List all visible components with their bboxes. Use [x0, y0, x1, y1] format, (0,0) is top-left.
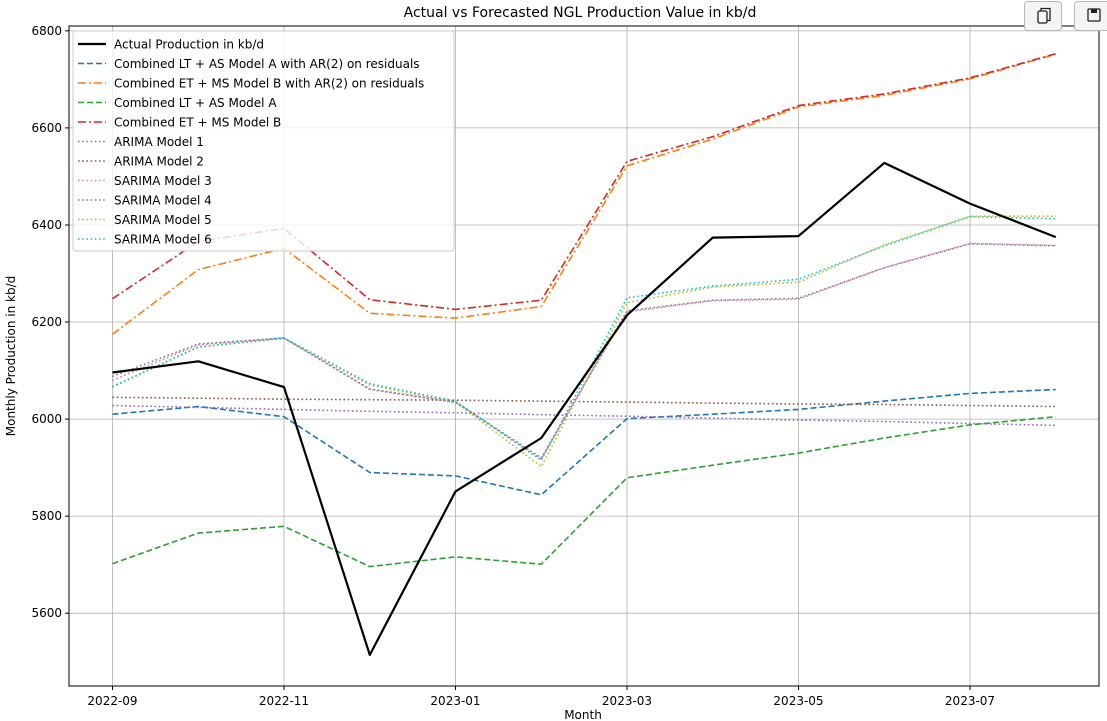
y-tick-label: 5800 — [31, 509, 62, 523]
legend-label: Combined ET + MS Model B — [114, 116, 281, 130]
series-line — [112, 404, 1056, 427]
series-line — [112, 415, 1056, 568]
x-axis-label: Month — [564, 708, 602, 721]
series-line — [112, 215, 1056, 468]
legend-label: ARIMA Model 1 — [114, 135, 204, 149]
y-tick-label: 6200 — [31, 315, 62, 329]
legend-label: SARIMA Model 6 — [114, 233, 212, 247]
save-icon — [1087, 8, 1101, 22]
save-button[interactable] — [1074, 1, 1107, 31]
x-tick-label: 2023-07 — [945, 694, 995, 708]
plot-frame — [68, 25, 1100, 687]
legend-label: ARIMA Model 2 — [114, 155, 204, 169]
copy-icon — [1037, 7, 1051, 24]
legend-box — [72, 30, 455, 252]
axis-ticks: 5600 5800 6000 6200 6400 6600 6800 2022-09 2022-… — [31, 24, 995, 708]
y-tick-label: 6600 — [31, 121, 62, 135]
x-tick-label: 2022-11 — [259, 694, 309, 708]
series-line — [112, 53, 1057, 335]
x-tick-label: 2023-05 — [773, 694, 823, 708]
series-line — [112, 242, 1056, 460]
series-line — [112, 52, 1057, 311]
y-tick-label: 6400 — [31, 218, 62, 232]
series-line — [112, 243, 1056, 459]
plot-series — [112, 52, 1057, 657]
series-line — [112, 388, 1056, 496]
y-tick-label: 5600 — [31, 606, 62, 620]
legend-label: SARIMA Model 3 — [114, 174, 212, 188]
legend-label: SARIMA Model 4 — [114, 194, 212, 208]
chart-title: Actual vs Forecasted NGL Production Valu… — [404, 5, 757, 21]
legend-label: Combined ET + MS Model B with AR(2) on r… — [114, 77, 424, 91]
x-tick-label: 2023-01 — [430, 694, 480, 708]
legend-label: Combined LT + AS Model A with AR(2) on r… — [114, 57, 420, 71]
legend-label: Combined LT + AS Model A — [114, 96, 277, 110]
y-tick-label: 6800 — [31, 24, 62, 38]
series-line — [112, 215, 1056, 462]
copy-button[interactable] — [1024, 1, 1062, 31]
series-line — [112, 161, 1057, 657]
legend: Actual Production in kb/d Combined LT + A… — [72, 30, 455, 252]
y-axis-label: Monthly Production in kb/d — [4, 276, 18, 437]
series-line — [112, 396, 1056, 408]
x-tick-label: 2023-03 — [602, 694, 652, 708]
x-tick-label: 2022-09 — [87, 694, 137, 708]
y-tick-label: 6000 — [31, 412, 62, 426]
legend-label: SARIMA Model 5 — [114, 213, 212, 227]
legend-label: Actual Production in kb/d — [114, 38, 264, 52]
